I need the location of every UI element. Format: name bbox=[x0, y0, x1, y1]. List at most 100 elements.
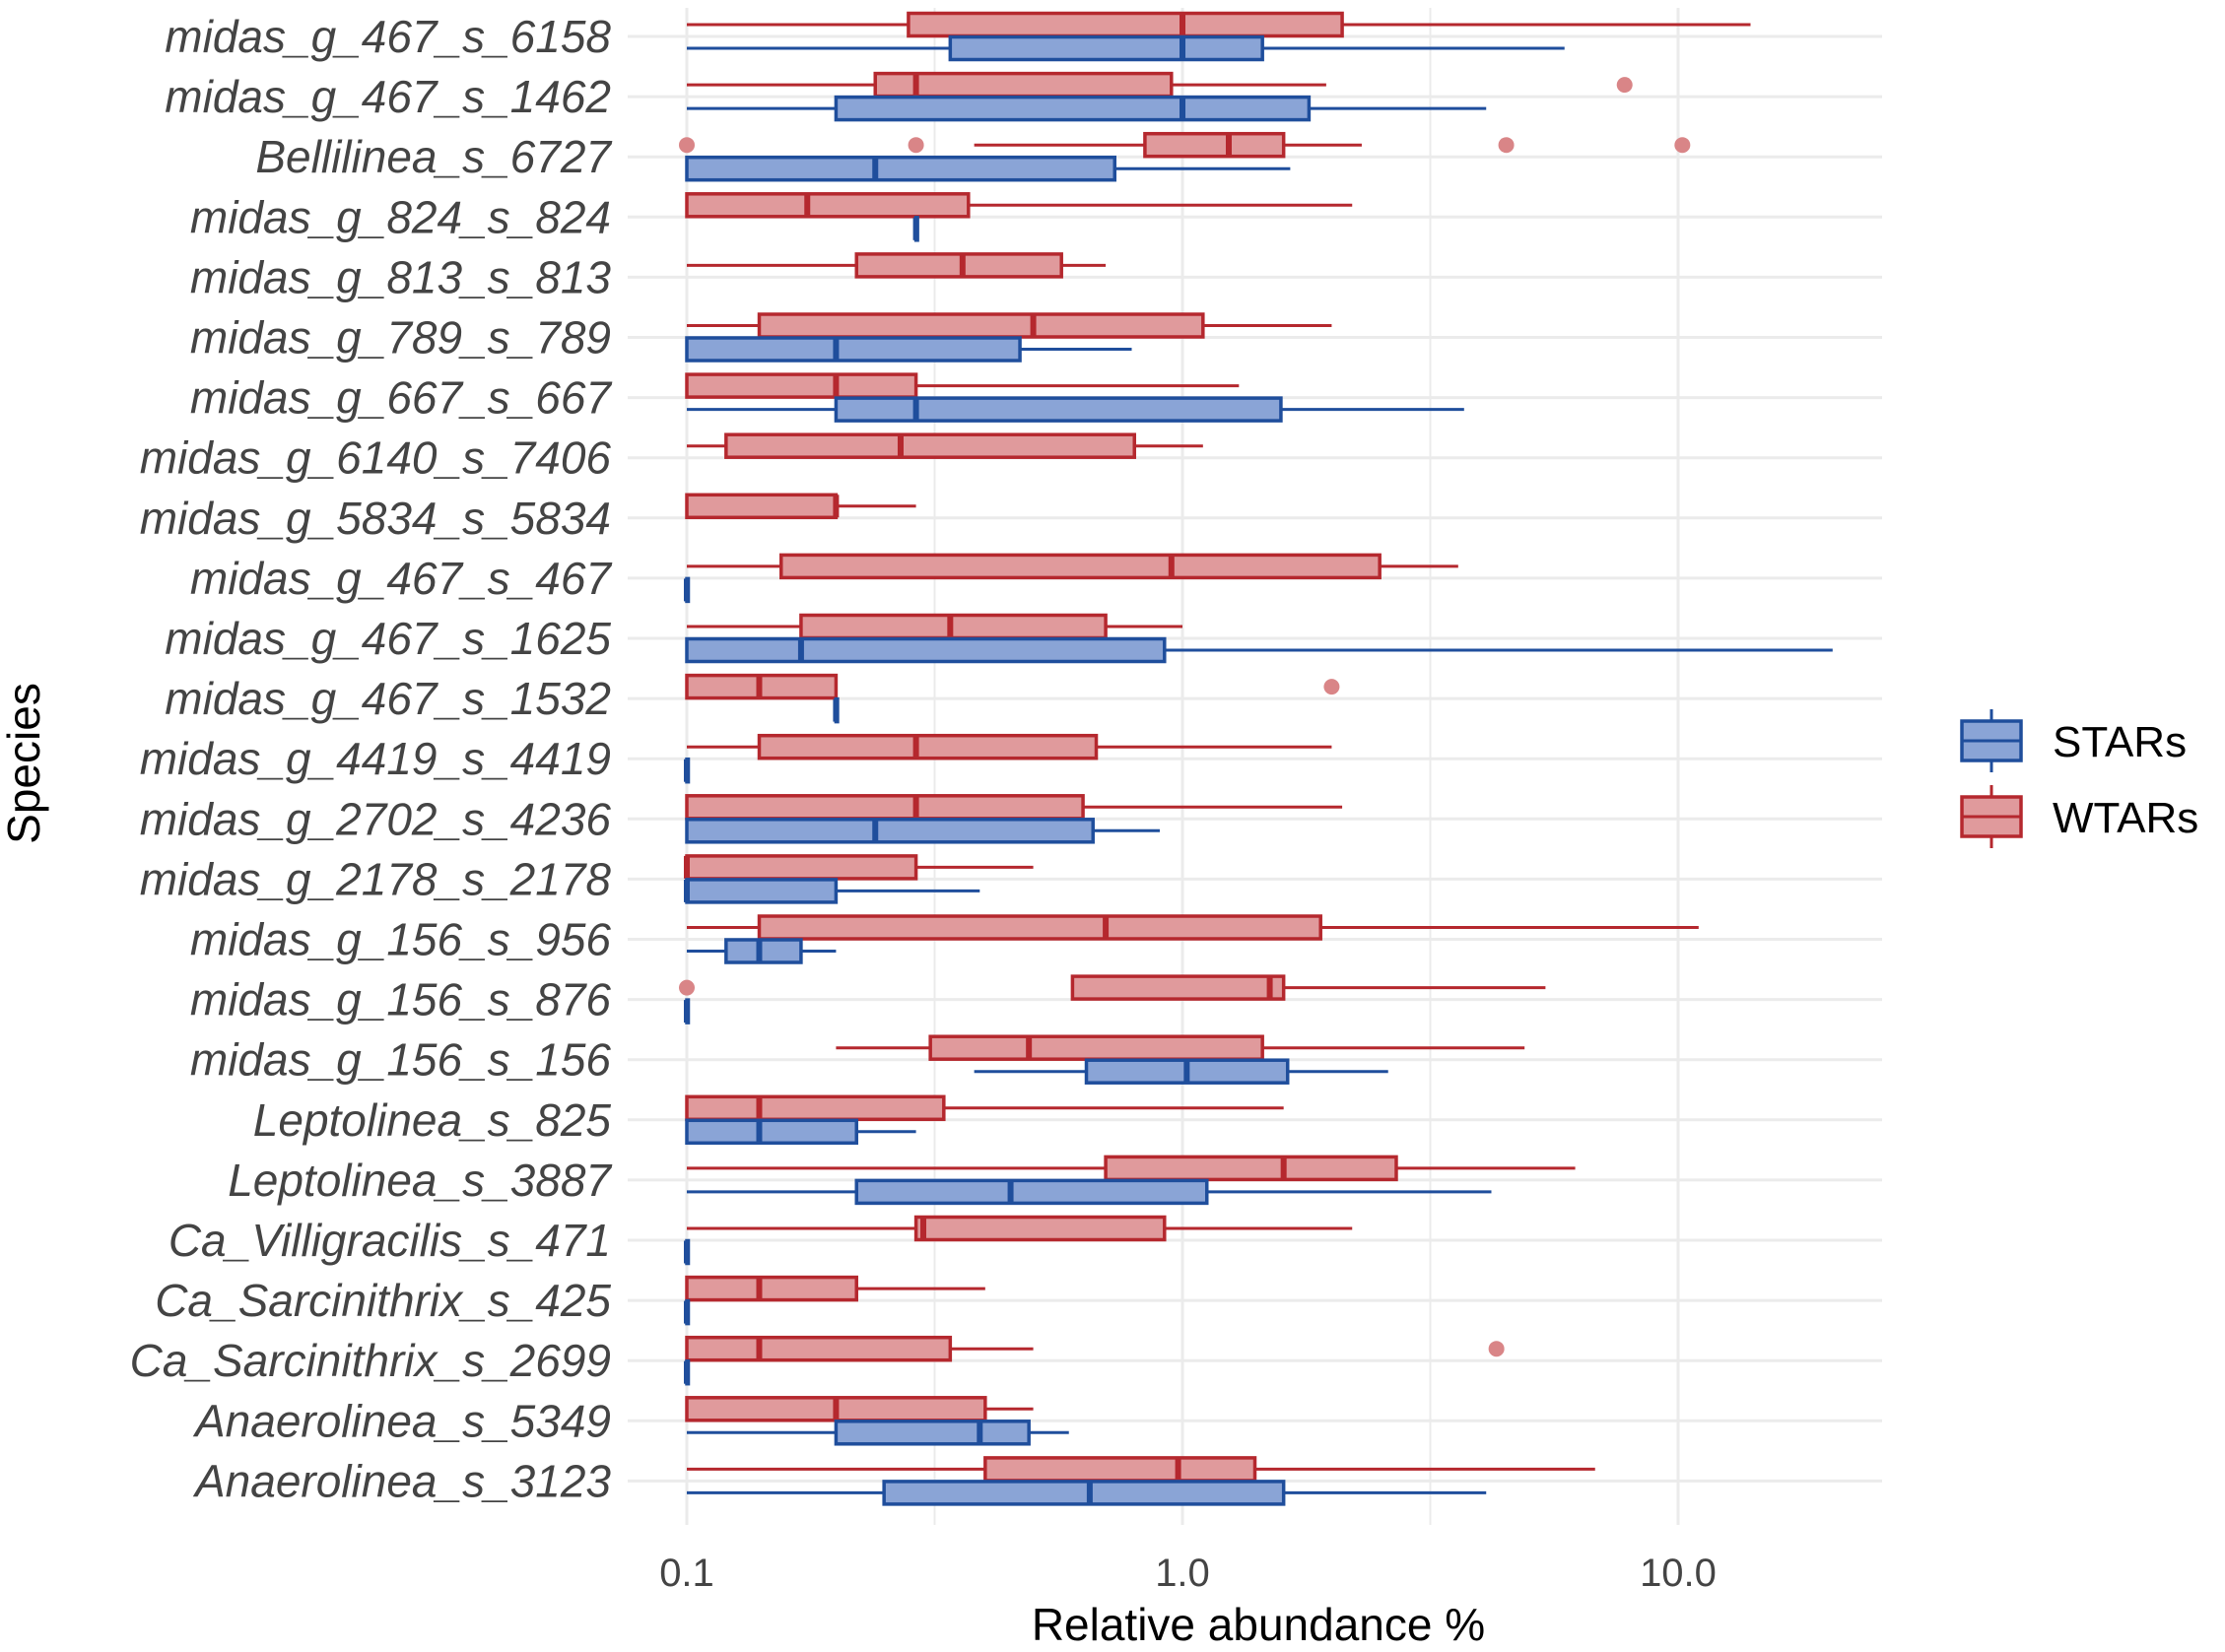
outlier-point bbox=[679, 137, 695, 154]
species-label: Leptolinea_s_3887 bbox=[228, 1155, 612, 1206]
iqr-box bbox=[724, 432, 1137, 459]
iqr-box bbox=[834, 396, 1283, 423]
stars-box-Ca_Sarcinithrix_s_425 bbox=[684, 1298, 691, 1326]
box-layer bbox=[679, 11, 1833, 1506]
wtars-box-midas_g_6140_s_7406 bbox=[687, 432, 1203, 459]
wtars-box-midas_g_467_s_467 bbox=[687, 553, 1458, 580]
species-label: midas_g_467_s_1532 bbox=[165, 673, 611, 724]
species-label: midas_g_467_s_6158 bbox=[165, 11, 611, 62]
species-label: midas_g_789_s_789 bbox=[190, 312, 611, 363]
legend-label: WTARs bbox=[2053, 794, 2198, 842]
iqr-box bbox=[983, 1456, 1257, 1483]
iqr-box bbox=[873, 71, 1174, 99]
species-label: midas_g_156_s_956 bbox=[190, 914, 612, 965]
wtars-box-midas_g_156_s_876 bbox=[679, 974, 1546, 1001]
species-label: midas_g_5834_s_5834 bbox=[140, 493, 611, 544]
iqr-box bbox=[685, 794, 1085, 821]
species-labels: midas_g_467_s_6158 midas_g_467_s_1462 Bell… bbox=[130, 11, 613, 1506]
wtars-box-Bellilinea_s_6727 bbox=[679, 131, 1691, 159]
stars-box-Leptolinea_s_3887 bbox=[687, 1178, 1492, 1206]
iqr-box bbox=[799, 613, 1108, 640]
wtars-box-Ca_Villigracilis_s_471 bbox=[687, 1215, 1353, 1242]
iqr-box bbox=[685, 636, 1167, 664]
outlier-point bbox=[1498, 137, 1515, 154]
wtars-box-Leptolinea_s_3887 bbox=[687, 1155, 1576, 1182]
stars-box-midas_g_467_s_1532 bbox=[833, 696, 840, 724]
wtars-box-Ca_Sarcinithrix_s_2699 bbox=[685, 1335, 1505, 1362]
stars-box-Ca_Sarcinithrix_s_2699 bbox=[684, 1358, 691, 1386]
wtars-box-midas_g_813_s_813 bbox=[687, 252, 1107, 279]
stars-box-midas_g_2178_s_2178 bbox=[684, 878, 980, 904]
stars-box-midas_g_467_s_1625 bbox=[685, 636, 1833, 664]
species-label: Ca_Villigracilis_s_471 bbox=[169, 1215, 611, 1266]
iqr-box bbox=[1070, 974, 1286, 1001]
species-label: midas_g_156_s_876 bbox=[190, 974, 612, 1025]
wtars-box-midas_g_667_s_667 bbox=[685, 372, 1240, 399]
stars-box-Ca_Villigracilis_s_471 bbox=[684, 1238, 691, 1266]
iqr-box bbox=[882, 1480, 1286, 1506]
outlier-point bbox=[1616, 77, 1633, 94]
iqr-box bbox=[685, 1118, 858, 1146]
iqr-box bbox=[724, 938, 803, 964]
stars-box-midas_g_789_s_789 bbox=[685, 336, 1132, 363]
x-tick-label: 1.0 bbox=[1155, 1552, 1210, 1595]
iqr-box bbox=[685, 1275, 858, 1302]
iqr-box bbox=[757, 312, 1205, 339]
species-label: midas_g_156_s_156 bbox=[190, 1034, 612, 1086]
stars-box-midas_g_667_s_667 bbox=[687, 396, 1464, 423]
stars-box-midas_g_156_s_876 bbox=[684, 998, 691, 1024]
iqr-box bbox=[685, 854, 918, 881]
species-label: Ca_Sarcinithrix_s_2699 bbox=[130, 1335, 611, 1386]
outlier-point bbox=[679, 979, 695, 996]
outlier-point bbox=[1488, 1341, 1505, 1357]
iqr-box bbox=[1143, 131, 1286, 159]
iqr-box bbox=[685, 878, 839, 904]
species-label: Ca_Sarcinithrix_s_425 bbox=[155, 1275, 611, 1326]
stars-box-midas_g_2702_s_4236 bbox=[685, 818, 1160, 844]
species-label: midas_g_6140_s_7406 bbox=[140, 432, 612, 484]
x-tick-label: 10.0 bbox=[1640, 1552, 1717, 1595]
stars-box-midas_g_467_s_6158 bbox=[687, 34, 1565, 62]
iqr-box bbox=[685, 336, 1022, 363]
iqr-box bbox=[778, 553, 1382, 580]
species-label: midas_g_467_s_1625 bbox=[165, 613, 611, 664]
iqr-box bbox=[948, 34, 1264, 62]
y-axis-title: Species bbox=[0, 683, 49, 844]
species-label: midas_g_813_s_813 bbox=[190, 251, 612, 302]
iqr-box bbox=[685, 372, 918, 399]
wtars-box-midas_g_4419_s_4419 bbox=[687, 733, 1332, 760]
iqr-box bbox=[854, 252, 1063, 279]
wtars-box-midas_g_467_s_1532 bbox=[685, 673, 1340, 700]
iqr-box bbox=[834, 1420, 1031, 1446]
species-label: midas_g_667_s_667 bbox=[190, 372, 613, 424]
stars-box-midas_g_467_s_1462 bbox=[687, 95, 1487, 122]
iqr-box bbox=[854, 1178, 1209, 1206]
legend-label: STARs bbox=[2053, 718, 2187, 766]
iqr-box bbox=[685, 1335, 953, 1362]
species-label: midas_g_467_s_1462 bbox=[165, 71, 611, 122]
species-label: midas_g_2702_s_4236 bbox=[140, 793, 612, 844]
iqr-box bbox=[685, 493, 839, 520]
species-label: midas_g_824_s_824 bbox=[190, 191, 611, 242]
wtars-box-midas_g_824_s_824 bbox=[685, 192, 1353, 219]
iqr-box bbox=[928, 1034, 1264, 1061]
iqr-box bbox=[685, 818, 1095, 844]
species-label: Bellilinea_s_6727 bbox=[255, 131, 612, 182]
outlier-point bbox=[1674, 137, 1691, 154]
outlier-point bbox=[1323, 679, 1340, 695]
iqr-box bbox=[757, 733, 1099, 760]
species-label: Anaerolinea_s_5349 bbox=[192, 1395, 611, 1446]
iqr-box bbox=[834, 95, 1312, 122]
stars-box-midas_g_156_s_156 bbox=[974, 1058, 1388, 1085]
stars-box-midas_g_467_s_467 bbox=[684, 576, 691, 604]
species-label: midas_g_2178_s_2178 bbox=[140, 853, 612, 904]
wtars-box-Ca_Sarcinithrix_s_425 bbox=[685, 1275, 985, 1302]
stars-box-Bellilinea_s_6727 bbox=[685, 155, 1291, 182]
x-tick-label: 0.1 bbox=[659, 1552, 714, 1595]
wtars-box-Anaerolinea_s_5349 bbox=[685, 1396, 1034, 1422]
species-label: midas_g_4419_s_4419 bbox=[140, 733, 611, 784]
iqr-box bbox=[757, 914, 1322, 941]
outlier-point bbox=[908, 137, 924, 154]
iqr-box bbox=[1104, 1155, 1398, 1182]
